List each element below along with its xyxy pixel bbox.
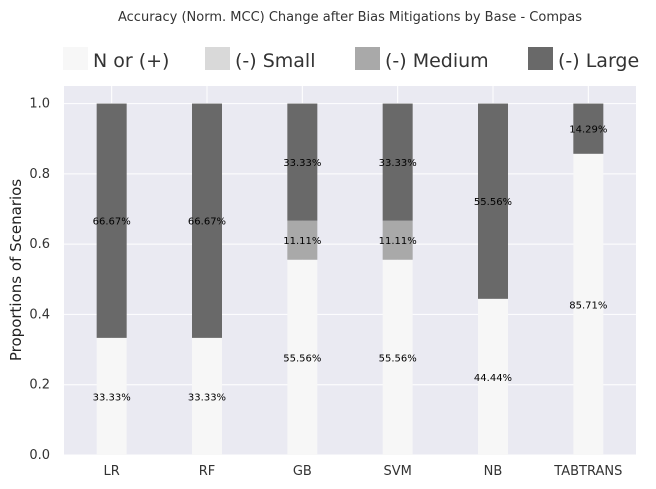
bar-segment (192, 337, 222, 455)
legend-swatch (205, 47, 230, 70)
bar-segment (287, 103, 318, 221)
data-label: 33.33% (188, 392, 226, 403)
y-tick-label: 0.6 (29, 237, 50, 252)
x-axis: LR RF GB SVM NB TABTRANS (104, 464, 623, 479)
bar-segment (382, 220, 413, 260)
bar-segment (287, 259, 318, 455)
y-tick-label: 0.8 (29, 167, 50, 182)
x-tick-label: SVM (383, 464, 411, 479)
legend-label: (-) Small (235, 50, 316, 72)
x-tick-label: RF (199, 464, 216, 479)
data-label: 33.33% (283, 158, 321, 169)
x-tick-label: GB (293, 464, 312, 479)
data-label: 66.67% (93, 217, 131, 228)
data-label: 44.44% (474, 373, 512, 384)
data-label: 11.11% (379, 236, 417, 247)
x-tick-label: LR (104, 464, 120, 479)
legend-label: N or (+) (93, 50, 169, 72)
y-tick-label: 0.4 (29, 307, 50, 322)
legend-label: (-) Large (558, 50, 639, 72)
data-label: 33.33% (379, 158, 417, 169)
data-label: 33.33% (93, 392, 131, 403)
y-tick-label: 0.2 (29, 378, 50, 393)
x-tick-label: TABTRANS (553, 464, 622, 479)
data-label: 66.67% (188, 217, 226, 228)
bar-segment (478, 103, 508, 299)
legend-swatch (355, 47, 380, 70)
chart-title: Accuracy (Norm. MCC) Change after Bias M… (118, 10, 582, 25)
legend-swatch (63, 47, 88, 70)
data-label: 11.11% (283, 236, 321, 247)
bar-segment (287, 220, 318, 260)
data-label: 55.56% (474, 197, 512, 208)
legend-label: (-) Medium (385, 50, 489, 72)
data-label: 55.56% (283, 353, 321, 364)
y-tick-label: 0.0 (29, 448, 50, 463)
bar-segment (573, 153, 604, 455)
data-label: 85.71% (569, 300, 607, 311)
bar-segment (192, 103, 222, 338)
data-label: 55.56% (379, 353, 417, 364)
bar-segment (382, 103, 413, 221)
bar-segment (573, 103, 604, 154)
plot-area (64, 86, 636, 455)
y-axis-label: Proportions of Scenarios (7, 179, 25, 361)
legend: N or (+) (-) Small (-) Medium (-) Large (63, 47, 639, 72)
y-tick-label: 1.0 (29, 97, 50, 112)
y-axis: 0.0 0.2 0.4 0.6 0.8 1.0 (29, 97, 50, 463)
data-label: 14.29% (569, 125, 607, 136)
legend-swatch (528, 47, 553, 70)
bar-segment (96, 103, 127, 338)
x-tick-label: NB (484, 464, 503, 479)
bar-segment (96, 337, 127, 455)
bar-segment (478, 298, 508, 455)
bars: 33.33% 66.67% 33.33% 66.67% 55.56% 11.11% 33.3… (93, 103, 607, 455)
bar-segment (382, 259, 413, 455)
